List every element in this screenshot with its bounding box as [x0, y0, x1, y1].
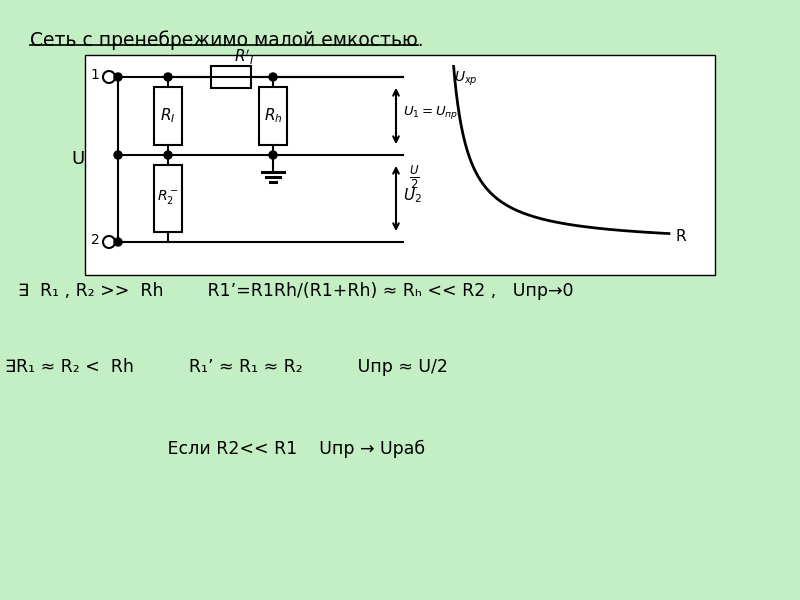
Text: Сеть с пренебрежимо малой емкостью.: Сеть с пренебрежимо малой емкостью.	[30, 30, 424, 50]
Text: $\frac{U}{2}$: $\frac{U}{2}$	[410, 164, 420, 191]
Text: $R_h$: $R_h$	[264, 107, 282, 125]
Bar	[154, 165, 182, 232]
Circle shape	[269, 151, 277, 159]
Bar	[85, 55, 715, 275]
Text: 2: 2	[90, 233, 99, 247]
Text: 1: 1	[90, 68, 99, 82]
Text: $U_2$: $U_2$	[403, 186, 422, 205]
Text: ∃R₁ ≈ R₂ <  Rh          R₁’ ≈ R₁ ≈ R₂          Uпр ≈ U/2: ∃R₁ ≈ R₂ < Rh R₁’ ≈ R₁ ≈ R₂ Uпр ≈ U/2	[5, 358, 448, 376]
Text: R: R	[675, 229, 686, 244]
Bar	[259, 87, 287, 145]
Text: $R_I$: $R_I$	[160, 107, 176, 125]
Circle shape	[114, 73, 122, 81]
Circle shape	[164, 73, 172, 81]
Text: $R_2^-$: $R_2^-$	[158, 187, 178, 205]
Bar	[154, 87, 182, 145]
Text: $U_1=U_{пр}$: $U_1=U_{пр}$	[403, 104, 458, 121]
Text: U: U	[71, 151, 85, 169]
Text: $U_{хр}$: $U_{хр}$	[454, 70, 478, 88]
Circle shape	[164, 151, 172, 159]
Circle shape	[269, 73, 277, 81]
Circle shape	[114, 151, 122, 159]
Text: ∃  R₁ , R₂ >>  Rh        R1’=R1Rh/(R1+Rh) ≈ Rₕ << R2 ,   Uпр→0: ∃ R₁ , R₂ >> Rh R1’=R1Rh/(R1+Rh) ≈ Rₕ <<…	[18, 282, 574, 300]
Text: $R'_I$: $R'_I$	[234, 47, 254, 67]
Circle shape	[114, 238, 122, 246]
Bar	[210, 66, 250, 88]
Text: Если R2<< R1    Uпр → Uраб: Если R2<< R1 Uпр → Uраб	[140, 440, 425, 458]
